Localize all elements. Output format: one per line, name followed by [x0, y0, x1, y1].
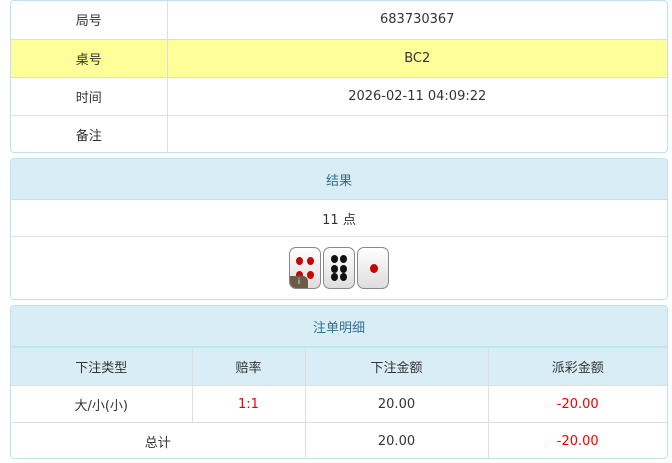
header-payout: 派彩金额	[487, 347, 667, 386]
table-id-value: BC2	[166, 38, 667, 78]
header-bet-type: 下注类型	[11, 347, 193, 386]
total-amount: 20.00	[304, 422, 489, 458]
bet-details-title: 注单明细	[11, 306, 667, 347]
header-bet-amount: 下注金额	[304, 347, 489, 386]
odds: 1:1	[191, 385, 306, 423]
header-odds: 赔率	[191, 347, 306, 386]
bet-type: 大/小(小)	[11, 385, 193, 423]
remark-value	[166, 114, 667, 152]
die-six-icon	[323, 247, 355, 289]
time-value: 2026-02-11 04:09:22	[166, 76, 667, 116]
info-badge[interactable]: i	[290, 276, 308, 288]
payout: -20.00	[487, 385, 667, 423]
bet-details-panel: 注单明细 下注类型 赔率 下注金额 派彩金额 大/小(小) 1:1 20.00 …	[10, 305, 668, 459]
result-title: 结果	[11, 159, 667, 200]
total-row: 总计 20.00 -20.00	[11, 422, 667, 458]
die-one-icon	[357, 247, 389, 289]
table-id-label: 桌号	[11, 38, 168, 78]
total-payout: -20.00	[487, 422, 667, 458]
table-row: 大/小(小) 1:1 20.00 -20.00	[11, 385, 667, 423]
remark-label: 备注	[11, 114, 168, 152]
result-panel: 结果 11 点 i	[10, 158, 668, 300]
dice-row: i	[11, 237, 667, 299]
result-points: 11 点	[11, 200, 667, 237]
total-label: 总计	[11, 422, 306, 458]
time-label: 时间	[11, 76, 168, 116]
round-id-value: 683730367	[166, 1, 667, 40]
die-four-icon: i	[289, 247, 321, 289]
bet-amount: 20.00	[304, 385, 489, 423]
round-id-label: 局号	[11, 1, 168, 40]
round-info-panel: 局号 683730367 桌号 BC2 时间 2026-02-11 04:09:22 …	[10, 0, 668, 153]
